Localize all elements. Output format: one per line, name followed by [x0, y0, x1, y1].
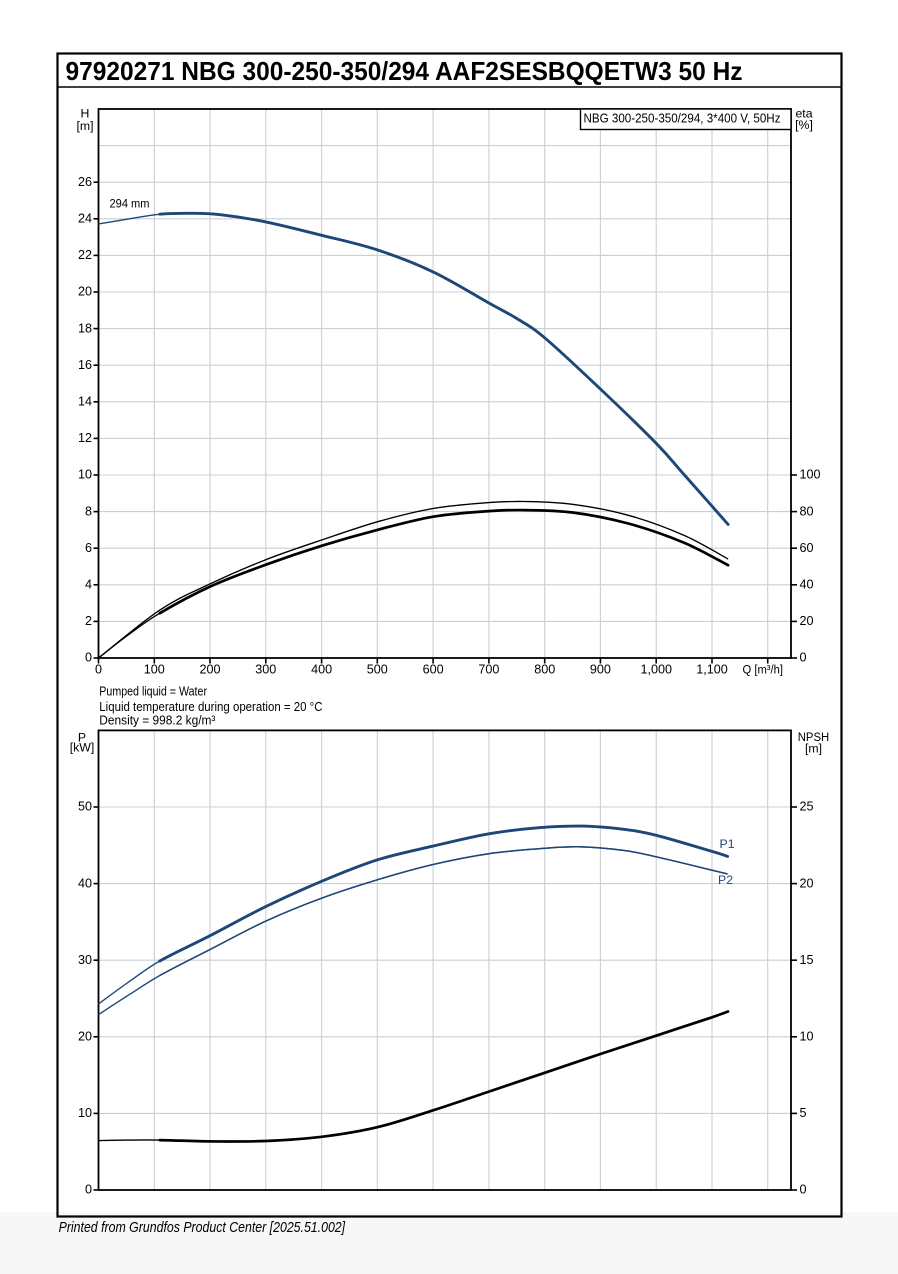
svg-text:700: 700: [478, 663, 499, 677]
svg-text:16: 16: [78, 358, 92, 372]
svg-text:20: 20: [78, 1030, 92, 1044]
svg-text:P2: P2: [718, 873, 733, 887]
svg-text:10: 10: [78, 1106, 92, 1120]
svg-text:Pumped liquid = Water: Pumped liquid = Water: [99, 684, 207, 699]
svg-text:22: 22: [78, 248, 92, 262]
svg-text:4: 4: [85, 578, 92, 592]
svg-text:6: 6: [85, 541, 92, 555]
svg-text:Q [m³/h]: Q [m³/h]: [743, 663, 784, 677]
svg-text:5: 5: [800, 1106, 807, 1120]
svg-text:40: 40: [800, 578, 814, 592]
svg-text:0: 0: [800, 651, 807, 665]
svg-text:[%]: [%]: [795, 118, 813, 132]
svg-text:40: 40: [78, 876, 92, 890]
svg-text:50: 50: [78, 800, 92, 814]
svg-text:97920271 NBG 300-250-350/294 A: 97920271 NBG 300-250-350/294 AAF2SESBQQE…: [66, 56, 743, 86]
svg-text:0: 0: [800, 1183, 807, 1197]
svg-text:Density = 998.2 kg/m³: Density = 998.2 kg/m³: [99, 712, 216, 727]
svg-text:1,100: 1,100: [696, 663, 728, 677]
svg-text:60: 60: [800, 541, 814, 555]
svg-text:294 mm: 294 mm: [110, 197, 150, 211]
svg-text:400: 400: [311, 663, 332, 677]
svg-text:2: 2: [85, 614, 92, 628]
svg-text:100: 100: [144, 663, 165, 677]
svg-text:0: 0: [85, 651, 92, 665]
svg-text:300: 300: [255, 663, 276, 677]
svg-text:P: P: [78, 731, 86, 745]
svg-text:15: 15: [800, 953, 814, 967]
svg-text:100: 100: [800, 468, 821, 482]
svg-text:30: 30: [78, 953, 92, 967]
svg-text:20: 20: [78, 285, 92, 299]
svg-text:18: 18: [78, 321, 92, 335]
svg-text:0: 0: [85, 1183, 92, 1197]
svg-text:900: 900: [590, 663, 611, 677]
svg-text:0: 0: [95, 663, 102, 677]
svg-text:12: 12: [78, 431, 92, 445]
svg-text:[m]: [m]: [76, 119, 93, 133]
svg-text:1,000: 1,000: [640, 663, 672, 677]
svg-text:600: 600: [423, 663, 444, 677]
svg-text:[kW]: [kW]: [70, 741, 95, 755]
svg-text:80: 80: [800, 504, 814, 518]
svg-text:800: 800: [534, 663, 555, 677]
svg-text:20: 20: [800, 614, 814, 628]
svg-text:14: 14: [78, 395, 92, 409]
svg-text:200: 200: [199, 663, 220, 677]
svg-text:NPSH: NPSH: [798, 730, 830, 744]
svg-text:26: 26: [78, 175, 92, 189]
svg-text:eta: eta: [795, 107, 812, 121]
svg-text:[m]: [m]: [805, 741, 822, 755]
svg-text:NBG 300-250-350/294, 3*400 V,: NBG 300-250-350/294, 3*400 V, 50Hz: [584, 111, 781, 126]
svg-text:20: 20: [800, 876, 814, 890]
svg-text:10: 10: [800, 1030, 814, 1044]
svg-text:10: 10: [78, 468, 92, 482]
svg-text:Liquid temperature during oper: Liquid temperature during operation = 20…: [99, 699, 322, 714]
svg-text:P1: P1: [720, 837, 735, 851]
svg-text:24: 24: [78, 212, 92, 226]
svg-text:Printed from Grundfos Product: Printed from Grundfos Product Center [20…: [59, 1219, 346, 1236]
svg-text:25: 25: [800, 800, 814, 814]
svg-text:8: 8: [85, 504, 92, 518]
svg-text:500: 500: [367, 663, 388, 677]
svg-text:H: H: [81, 107, 90, 121]
